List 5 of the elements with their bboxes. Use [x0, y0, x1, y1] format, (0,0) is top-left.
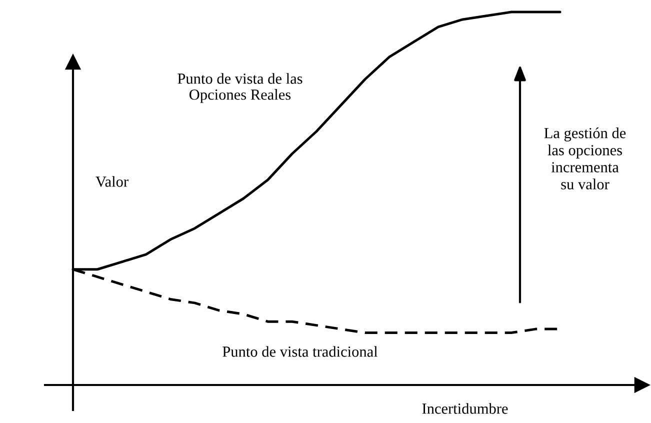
series-label: Punto de vista de las Opciones Reales — [178, 73, 302, 103]
x-axis-title: Incertidumbre — [422, 403, 508, 414]
series-label: Punto de vista tradicional — [222, 346, 378, 357]
annotation: La gestión de las opciones incrementa su valor — [544, 127, 626, 190]
y-axis-title: Valor — [96, 176, 128, 187]
